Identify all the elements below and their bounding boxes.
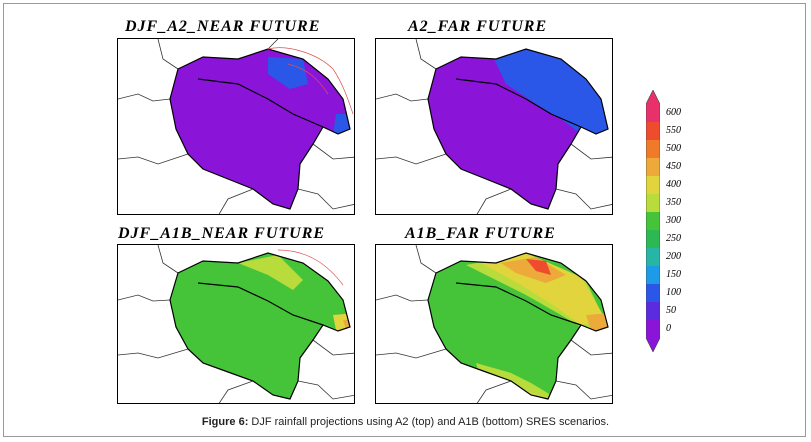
region-blue — [494, 49, 608, 139]
region-red-orange — [526, 259, 551, 275]
colorbar-tick-label: 500 — [666, 143, 681, 154]
panel-title-a1b-near: DJF_A1B_NEAR FUTURE — [118, 225, 326, 242]
region-yellow-edge — [333, 313, 350, 337]
region-light-green — [238, 255, 303, 290]
colorbar-segment — [646, 158, 660, 177]
map-a1b-far — [375, 244, 613, 404]
colorbar-segment — [646, 194, 660, 213]
colorbar-segment — [646, 104, 660, 123]
colorbar-tick-label: 200 — [666, 251, 681, 262]
map-a1b-near — [117, 244, 355, 404]
colorbar-tick-label: 0 — [666, 323, 671, 334]
colorbar-tick-label: 400 — [666, 179, 681, 190]
colorbar-segment — [646, 266, 660, 285]
colorbar-tick-label: 600 — [666, 107, 681, 118]
region-blue-patch — [268, 57, 308, 89]
colorbar-tick-label: 150 — [666, 269, 681, 280]
map-a2-far — [375, 38, 613, 215]
figure-caption: Figure 6: DJF rainfall projections using… — [0, 416, 811, 428]
caption-label: Figure 6: — [201, 416, 249, 428]
region-green — [170, 253, 350, 399]
colorbar-segment — [646, 140, 660, 159]
colorbar-segment — [646, 284, 660, 303]
region-orange — [501, 257, 566, 283]
panel-title-a1b-far: A1B_FAR FUTURE — [405, 225, 556, 242]
colorbar-segment — [646, 320, 660, 339]
region-orange-edge — [586, 313, 608, 337]
colorbar-segment — [646, 212, 660, 231]
caption-text: DJF rainfall projections using A2 (top) … — [248, 416, 610, 428]
panel-title-a2-far: A2_FAR FUTURE — [408, 18, 548, 35]
map-a2-near — [117, 38, 355, 215]
colorbar-segment — [646, 122, 660, 141]
colorbar-tick-label: 50 — [666, 305, 676, 316]
colorbar-segment — [646, 302, 660, 321]
region-yellow — [481, 253, 606, 325]
colorbar-tick-label: 100 — [666, 287, 681, 298]
region-purple — [170, 49, 350, 209]
colorbar-tick-label: 250 — [666, 233, 681, 244]
colorbar-tick-label: 350 — [666, 197, 681, 208]
colorbar-segment — [646, 248, 660, 267]
colorbar-tick-label: 450 — [666, 161, 681, 172]
colorbar — [645, 89, 661, 353]
region-blue-edge — [333, 114, 350, 139]
colorbar-tick-label: 550 — [666, 125, 681, 136]
colorbar-top-arrow — [646, 90, 660, 104]
figure-frame — [3, 3, 806, 437]
colorbar-segment — [646, 230, 660, 249]
colorbar-tick-label: 300 — [666, 215, 681, 226]
colorbar-segment — [646, 176, 660, 195]
colorbar-bottom-arrow — [646, 338, 660, 352]
panel-title-a2-near: DJF_A2_NEAR FUTURE — [125, 18, 321, 35]
